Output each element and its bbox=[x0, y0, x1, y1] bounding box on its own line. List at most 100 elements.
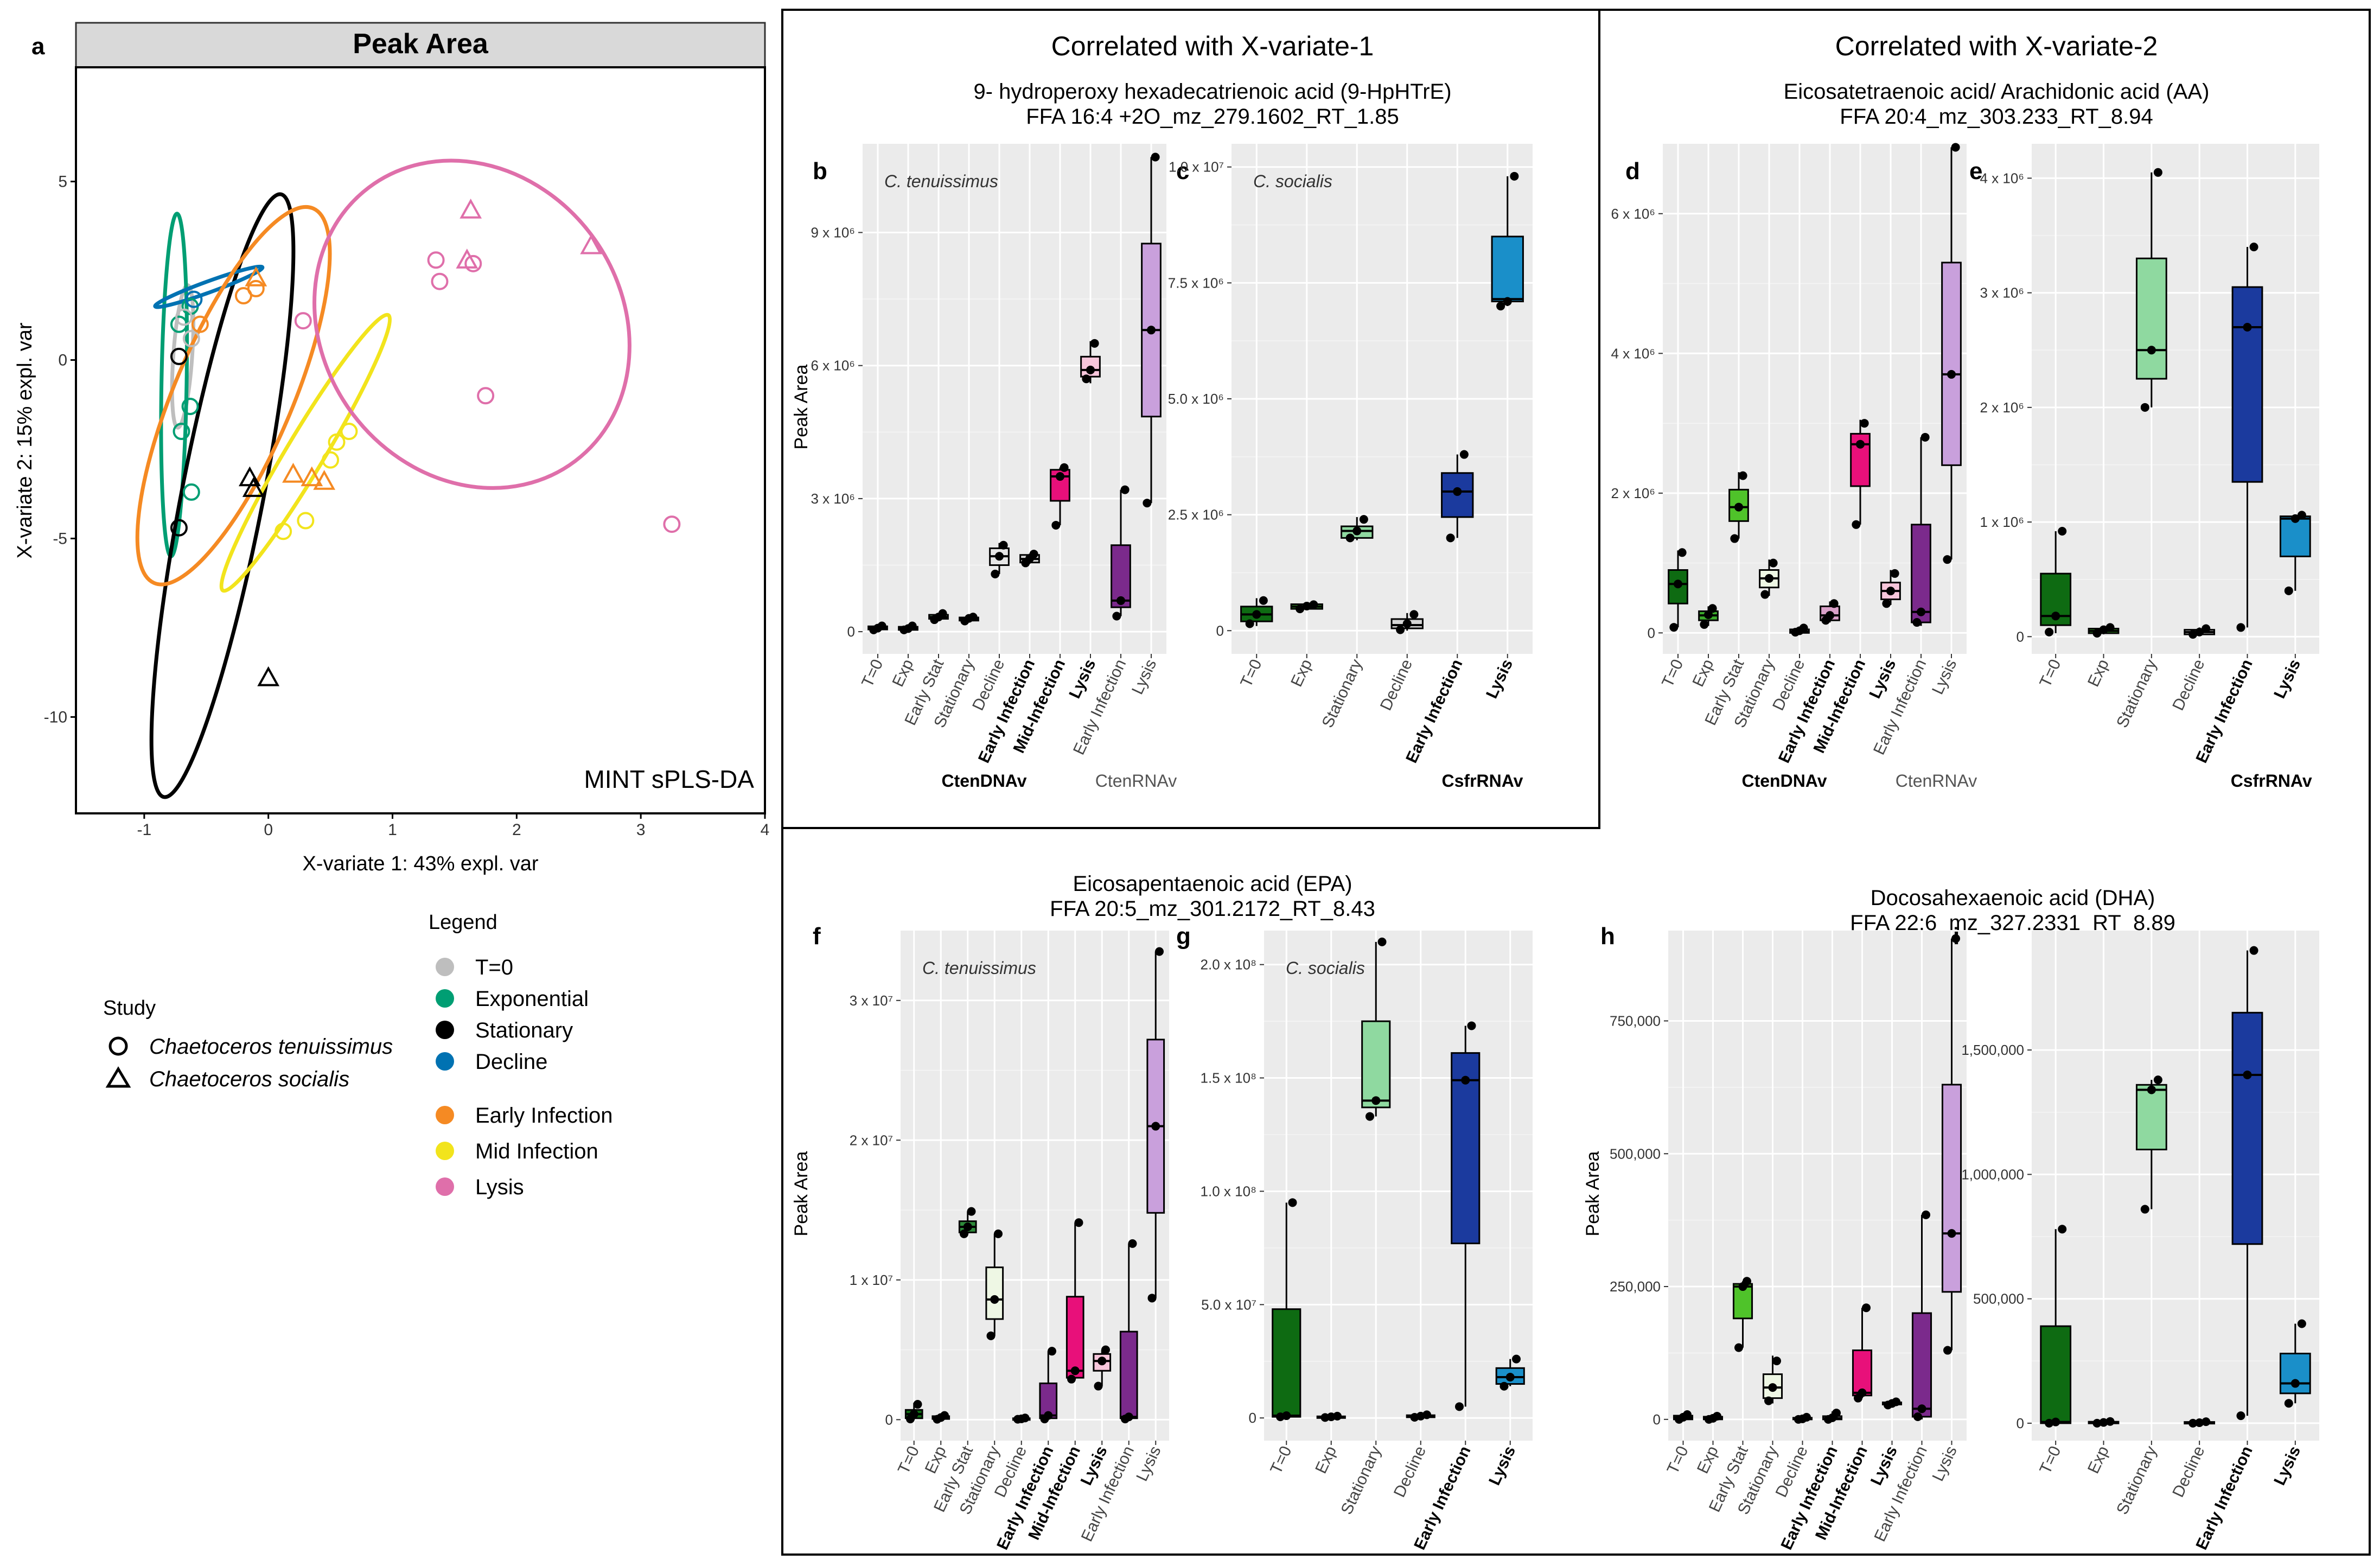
outer-frame bbox=[781, 9, 2371, 1556]
legend-label: Decline bbox=[475, 1050, 547, 1074]
data-point bbox=[2202, 1417, 2211, 1427]
x-tick-label: Exp bbox=[1312, 1443, 1340, 1476]
x-tick-label: Stationary bbox=[2113, 657, 2160, 730]
strip-header bbox=[75, 22, 766, 68]
y-tick-label: 0 bbox=[885, 1411, 893, 1428]
data-point bbox=[1333, 1411, 1342, 1421]
study-legend-items: Chaetoceros tenuissimus Chaetoceros socia… bbox=[105, 1035, 393, 1091]
point-circle bbox=[464, 254, 482, 272]
data-point bbox=[995, 552, 1004, 561]
point-circle bbox=[427, 251, 445, 269]
data-point bbox=[1856, 440, 1865, 449]
y-tick-label: 1.0 x 10⁸ bbox=[1201, 1183, 1256, 1199]
x-tick-label: T=0 bbox=[858, 657, 886, 690]
x-tick-label: T=0 bbox=[1664, 1443, 1692, 1477]
data-point bbox=[1505, 1373, 1515, 1382]
ellipse-early-infection bbox=[135, 205, 332, 587]
data-point bbox=[1772, 1357, 1782, 1366]
point-circle bbox=[191, 315, 209, 333]
x-tick-label: Decline bbox=[1390, 1443, 1430, 1500]
y-tick-label: 0 bbox=[1216, 622, 1224, 639]
y-tick-label: 500,000 bbox=[1610, 1145, 1661, 1162]
group-label: CtenDNAv bbox=[1745, 1558, 1830, 1560]
data-point bbox=[1302, 601, 1311, 610]
point-circle bbox=[247, 279, 265, 297]
y-tick-label: 1,500,000 bbox=[1961, 1042, 2024, 1058]
data-point bbox=[1143, 499, 1152, 508]
data-point bbox=[1829, 599, 1839, 608]
data-point bbox=[1738, 471, 1747, 480]
point-triangle bbox=[301, 466, 323, 487]
data-point bbox=[2140, 403, 2149, 412]
data-point bbox=[2092, 1418, 2102, 1428]
boxplot-panel-f: f 0 1 x 10⁷ 2 x 10⁷ 3 x 10⁷ C. tenuissimus Pea… bbox=[791, 923, 1183, 1560]
plot-background bbox=[1264, 931, 1533, 1441]
data-point bbox=[1371, 1096, 1381, 1105]
compound-name-aa: Eicosatetraenoic acid/ Arachidonic acid … bbox=[1784, 80, 2210, 104]
box bbox=[2231, 286, 2263, 483]
data-point bbox=[2147, 1085, 2156, 1094]
panel-letter-d: d bbox=[1625, 158, 1640, 184]
box bbox=[1065, 1296, 1084, 1379]
data-point bbox=[1832, 1409, 1841, 1418]
data-point bbox=[1459, 450, 1469, 459]
y-axis-label: Peak Area bbox=[1583, 1151, 1603, 1236]
data-point bbox=[1708, 604, 1717, 613]
x-tick-label: Exp bbox=[1694, 1443, 1722, 1476]
y-tick-label: 5 bbox=[58, 173, 67, 191]
data-point bbox=[1764, 1396, 1773, 1405]
data-point bbox=[1858, 1388, 1867, 1397]
point-circle bbox=[170, 519, 188, 537]
x-tick-label: Exp bbox=[922, 1443, 950, 1476]
data-point bbox=[1094, 1381, 1103, 1391]
x-tick-label: Exp bbox=[1287, 657, 1316, 690]
y-tick-label: 2.5 x 10⁶ bbox=[1168, 507, 1224, 523]
data-point bbox=[1402, 619, 1412, 628]
x-tick-label: Lysis bbox=[2270, 1443, 2304, 1488]
y-tick-label: 0 bbox=[1249, 1410, 1256, 1426]
point-circle bbox=[328, 433, 346, 451]
box bbox=[2135, 257, 2167, 380]
data-point bbox=[1917, 607, 1925, 616]
legend-swatch bbox=[436, 1106, 454, 1124]
data-point bbox=[2236, 623, 2245, 632]
y-tick-label: 3 x 10⁷ bbox=[850, 992, 893, 1009]
data-point bbox=[2099, 1418, 2108, 1427]
study-label: Chaetoceros tenuissimus bbox=[149, 1035, 393, 1059]
data-point bbox=[1802, 1412, 1811, 1422]
data-point bbox=[1282, 1411, 1291, 1421]
study-swatch-triangle bbox=[105, 1066, 131, 1088]
data-point bbox=[1496, 302, 1505, 311]
data-point bbox=[1454, 1402, 1464, 1411]
x-tick-label: Lysis bbox=[2270, 657, 2304, 701]
data-point bbox=[1288, 1198, 1297, 1207]
data-point bbox=[1048, 1347, 1057, 1356]
point-circle bbox=[185, 290, 203, 308]
data-point bbox=[1409, 610, 1419, 619]
compound-id-hphtre: FFA 16:4 +2O_mz_279.1602_RT_1.85 bbox=[1026, 105, 1399, 129]
header-x-variate-1: Correlated with X-variate-1 bbox=[1051, 31, 1374, 61]
data-point bbox=[2297, 511, 2306, 520]
point-triangle bbox=[245, 266, 267, 286]
data-point bbox=[1365, 1112, 1374, 1121]
point-circle bbox=[275, 523, 292, 540]
data-point bbox=[1760, 590, 1770, 599]
y-tick-label: 5.0 x 10⁷ bbox=[1201, 1296, 1256, 1313]
data-point bbox=[2140, 1205, 2149, 1214]
x-tick-label: Lysis bbox=[1867, 1443, 1901, 1488]
data-point bbox=[1090, 339, 1099, 348]
group-label: CtenRNAv bbox=[1101, 1558, 1183, 1560]
point-circle bbox=[431, 272, 449, 290]
y-tick-label: 500,000 bbox=[1973, 1291, 2024, 1307]
data-point bbox=[2236, 1411, 2245, 1421]
compound-id-epa: FFA 20:5_mz_301.2172_RT_8.43 bbox=[1050, 897, 1375, 921]
box bbox=[1911, 1312, 1932, 1418]
data-point bbox=[1098, 1357, 1107, 1366]
data-point bbox=[1082, 374, 1091, 384]
y-tick-label: 4 x 10⁶ bbox=[1611, 345, 1655, 361]
data-point bbox=[1943, 555, 1952, 564]
legend-items: T=0 Exponential Stationary Decline Early Inf… bbox=[436, 956, 612, 1199]
data-point bbox=[1155, 947, 1164, 956]
data-point bbox=[1799, 623, 1808, 633]
